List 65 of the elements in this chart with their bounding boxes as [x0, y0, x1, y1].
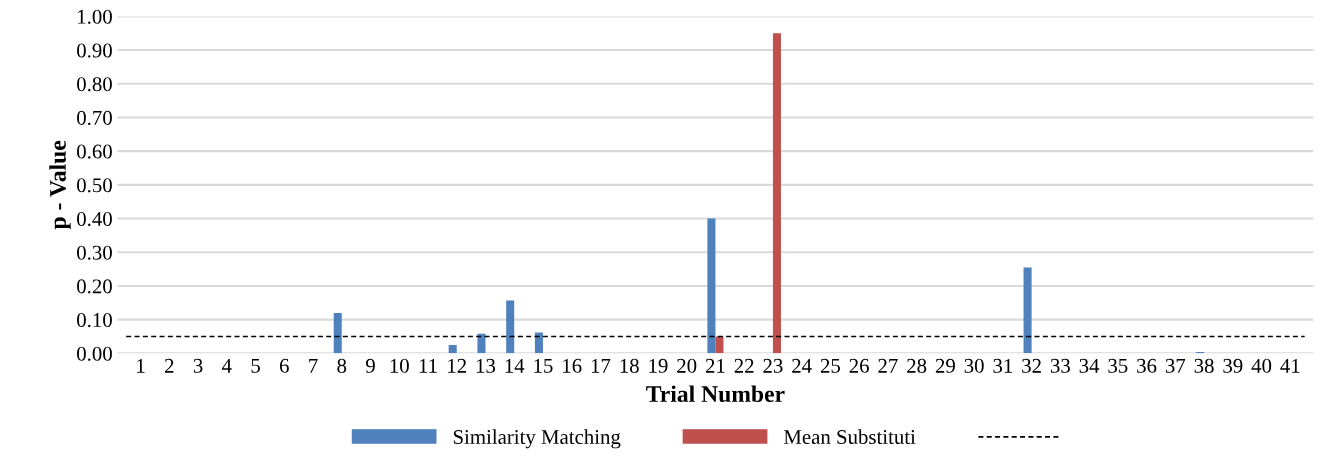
y-tick-label: 1.00 [78, 9, 112, 24]
x-tick-label: 30 [964, 358, 984, 373]
x-tick-label: 1 [137, 358, 145, 373]
x-tick-label: 19 [649, 358, 668, 373]
x-tick-label: 18 [620, 358, 639, 373]
x-tick-label: 6 [279, 358, 289, 373]
x-tick-label: 35 [1108, 358, 1128, 373]
x-tick-label: 33 [1050, 358, 1070, 373]
bar [534, 332, 543, 354]
x-tick-label: 7 [309, 359, 318, 373]
x-tick-label: 34 [1079, 358, 1100, 373]
y-tick-label: 0.40 [77, 211, 112, 227]
x-tick-label: 40 [1251, 358, 1272, 373]
bar [333, 312, 342, 354]
x-tick-label: 25 [820, 358, 840, 373]
x-tick-label: 31 [993, 358, 1013, 373]
x-tick-label: 38 [1194, 358, 1214, 373]
bar [506, 300, 515, 354]
x-tick-label: 14 [505, 358, 525, 373]
x-tick-label: 21 [705, 358, 725, 373]
y-tick-label: 0.00 [77, 346, 112, 361]
x-axis-title: Trial Number [646, 385, 785, 403]
y-tick-label: 0.30 [77, 245, 112, 260]
x-tick-label: 8 [337, 358, 347, 373]
x-tick-label: 3 [193, 358, 203, 373]
x-tick-label: 15 [534, 358, 553, 373]
bar [707, 218, 716, 354]
y-tick-label: 0.90 [77, 43, 112, 58]
x-tick-label: 16 [563, 358, 582, 373]
x-tick-label: 4 [221, 358, 232, 373]
y-tick-label: 0.50 [77, 178, 112, 193]
x-tick-label: 5 [251, 359, 260, 373]
x-tick-label: 39 [1223, 358, 1243, 373]
y-tick-label: 0.70 [77, 110, 112, 125]
legend-label: Similarity Matching [453, 429, 621, 449]
x-tick-label: 24 [792, 358, 812, 373]
x-tick-label: 32 [1022, 358, 1041, 373]
x-tick-label: 9 [365, 358, 375, 373]
bar [1023, 267, 1032, 354]
x-tick-label: 13 [476, 358, 496, 373]
legend-label: Mean Substituti [783, 429, 916, 445]
bar [477, 333, 486, 354]
x-tick-label: 20 [677, 358, 697, 373]
x-tick-label: 36 [1137, 358, 1157, 373]
x-tick-label: 27 [878, 358, 898, 373]
x-tick-label: 12 [448, 358, 467, 373]
x-tick-label: 28 [907, 358, 927, 373]
y-axis-title: p - Value [49, 140, 71, 230]
x-tick-label: 2 [165, 358, 174, 373]
y-tick-label: 0.20 [77, 279, 112, 294]
x-tick-label: 22 [734, 358, 754, 373]
x-tick-label: 26 [849, 358, 869, 373]
x-tick-label: 10 [390, 358, 409, 373]
x-tick-label: 37 [1165, 358, 1186, 373]
y-tick-label: 0.10 [77, 313, 112, 328]
bar [715, 336, 724, 354]
x-tick-label: 17 [591, 358, 611, 373]
x-tick-label: 29 [935, 358, 955, 373]
bar [448, 344, 457, 354]
x-tick-label: 11 [419, 358, 437, 373]
y-tick-label: 0.80 [77, 77, 112, 92]
x-tick-label: 23 [763, 358, 783, 373]
bar [772, 33, 781, 354]
x-tick-label: 41 [1280, 358, 1300, 373]
y-tick-label: 0.60 [77, 144, 112, 159]
